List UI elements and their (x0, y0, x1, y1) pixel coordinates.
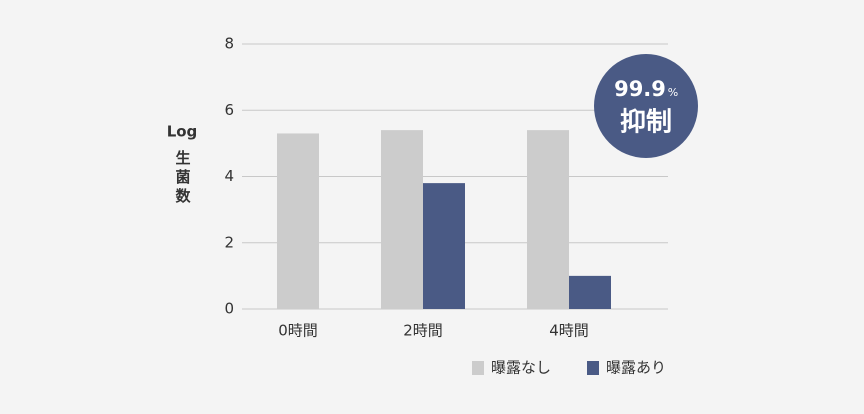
y-axis-label-sub: 生菌数 (174, 149, 192, 207)
y-tick-label: 2 (224, 233, 234, 251)
badge-unit: % (668, 86, 678, 99)
legend-swatch (472, 361, 484, 375)
x-tick-label: 0時間 (278, 322, 318, 340)
x-tick-label: 4時間 (549, 322, 589, 340)
badge (594, 54, 698, 158)
y-tick-label: 4 (224, 167, 234, 185)
y-tick-label: 8 (224, 35, 234, 53)
bar (569, 275, 611, 309)
y-axis-label: Log (167, 123, 198, 141)
bar (381, 130, 423, 309)
legend-label: 曝露あり (606, 359, 666, 377)
y-tick-label: 0 (224, 300, 234, 318)
legend-swatch (587, 361, 599, 375)
x-tick-label: 2時間 (403, 322, 443, 340)
bar (527, 130, 569, 309)
bar (277, 133, 319, 309)
bar (423, 183, 465, 309)
badge-value: 99.9 (614, 77, 666, 101)
badge-text: 抑制 (620, 108, 672, 138)
y-tick-label: 6 (224, 101, 234, 119)
legend-label: 曝露なし (491, 359, 551, 377)
